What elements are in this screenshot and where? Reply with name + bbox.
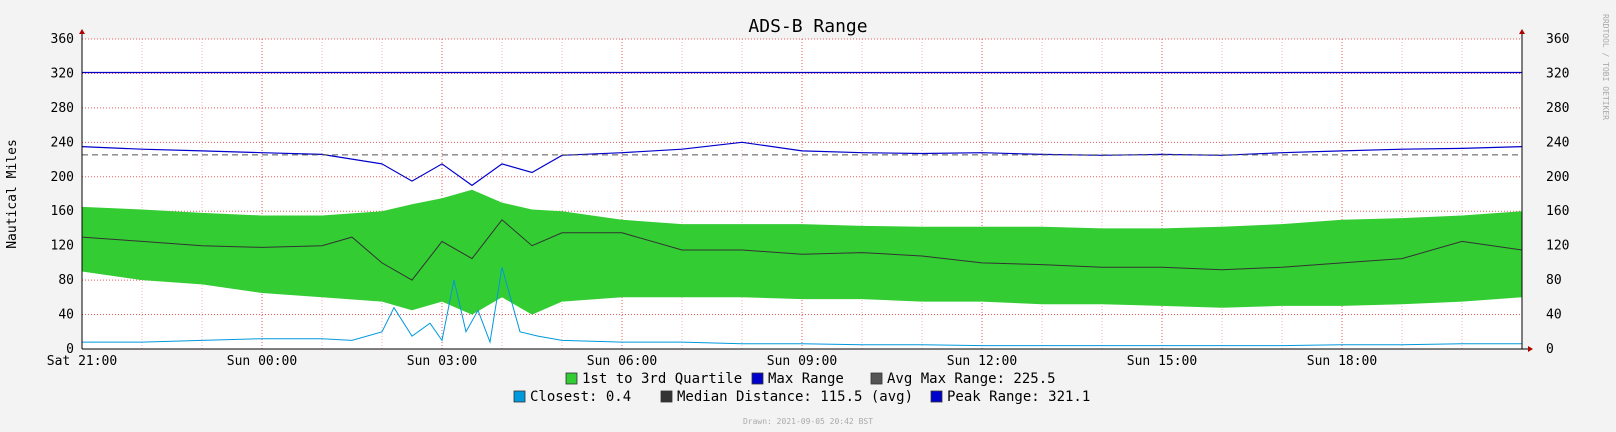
series-median-distance [81,219,1523,281]
legend-label: Peak Range: 321.1 [947,389,1090,405]
y-tick-label-left: 360 [51,32,74,47]
y-tick-label-right: 120 [1546,239,1569,254]
legend-label: 1st to 3rd Quartile [582,371,742,387]
series-quartile-band [82,189,1522,315]
y-tick-label-left: 80 [58,273,74,288]
y-tick-label-right: 320 [1546,66,1569,81]
x-tick-label: Sun 15:00 [1127,354,1197,369]
y-axis-arrow-right [1519,29,1525,34]
legend-label: Closest: 0.4 [530,389,631,405]
legend: 1st to 3rd Quartile Max Range Avg Max Rang… [513,371,1090,405]
y-tick-label-right: 200 [1546,170,1569,185]
y-tick-label-right: 360 [1546,32,1569,47]
legend-label: Median Distance: 115.5 (avg) [677,389,913,405]
footer: Drawn: 2021-09-05 20:42 BST [743,417,873,426]
y-tick-label-left: 120 [51,239,74,254]
legend-label: Max Range [768,371,844,387]
legend-swatch [513,390,526,403]
series-max-range [81,141,1523,187]
axes: Sat 21:00 Sun 00:00 Sun 03:00 Sun 06:00 Sun … [47,29,1569,369]
y-tick-label-left: 240 [51,135,74,150]
y-axis-label: Nautical Miles [5,139,20,249]
y-tick-label-right: 80 [1546,273,1562,288]
legend-swatch [751,372,764,385]
series-layer [81,71,1523,347]
y-tick-label-left: 160 [51,204,74,219]
y-axis-arrow-left [79,29,85,34]
y-tick-label-right: 0 [1546,342,1554,357]
watermark: RRDTOOL / TOBI OETIKER [1601,14,1610,120]
y-tick-label-left: 0 [66,342,74,357]
legend-swatch [565,372,578,385]
chart-title: ADS-B Range [748,16,867,37]
y-tick-label-right: 280 [1546,101,1569,116]
x-tick-label: Sun 09:00 [767,354,837,369]
x-tick-label: Sat 21:00 [47,354,117,369]
x-tick-label: Sun 00:00 [227,354,297,369]
legend-label: Avg Max Range: 225.5 [887,371,1056,387]
y-tick-label-left: 200 [51,170,74,185]
x-tick-label: Sun 06:00 [587,354,657,369]
y-tick-label-left: 40 [58,308,74,323]
series-closest [82,267,1522,347]
x-tick-label: Sun 12:00 [947,354,1017,369]
legend-swatch [660,390,673,403]
legend-swatch [930,390,943,403]
y-tick-label-left: 320 [51,66,74,81]
x-tick-label: Sun 18:00 [1307,354,1377,369]
x-axis-arrow [1528,346,1533,352]
y-tick-label-right: 240 [1546,135,1569,150]
legend-swatch [870,372,883,385]
x-tick-label: Sun 03:00 [407,354,477,369]
y-tick-label-left: 280 [51,101,74,116]
y-tick-label-right: 160 [1546,204,1569,219]
y-tick-label-right: 40 [1546,308,1562,323]
